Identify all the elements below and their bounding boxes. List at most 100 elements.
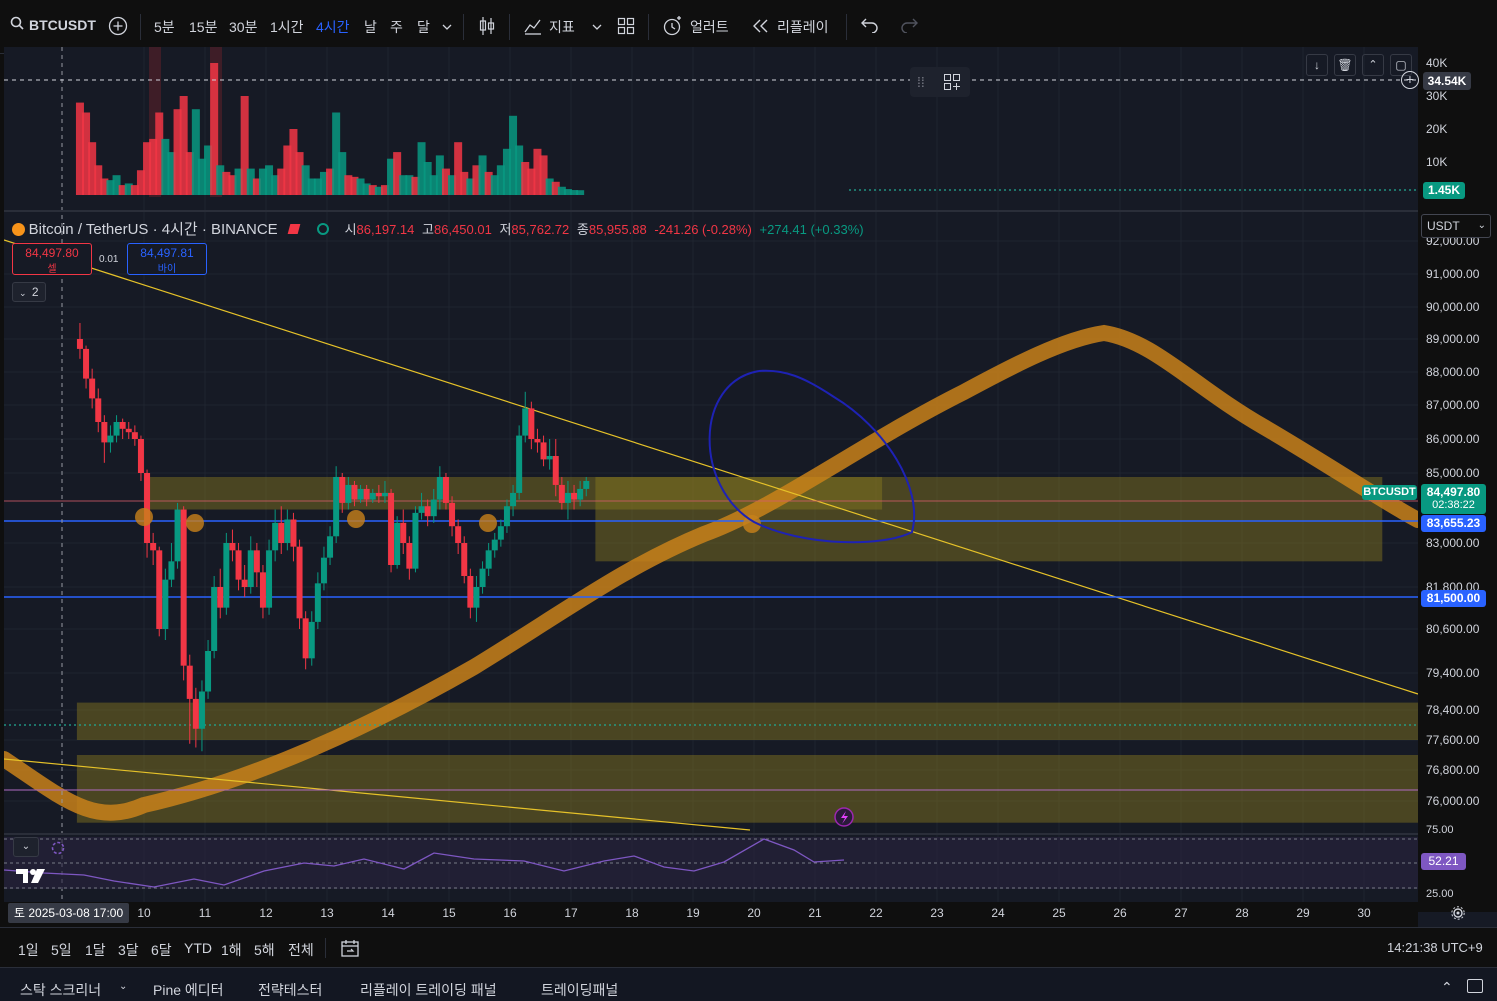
alert-button[interactable]: 얼러트 — [690, 19, 729, 35]
price-chart[interactable]: 92,000.0091,000.0090,000.0089,000.0088,0… — [4, 47, 1497, 927]
candle-body — [534, 439, 541, 443]
timeframe-dropdown-icon[interactable] — [442, 19, 452, 35]
volume-bar — [179, 96, 188, 195]
buy-button[interactable]: 84,497.81 바이 — [127, 243, 207, 275]
price-zone — [76, 755, 1425, 823]
horizontal-lines — [4, 520, 1418, 598]
volume-bar — [411, 176, 420, 195]
time-tick-label: 25 — [1052, 906, 1066, 920]
compare-add-icon[interactable] — [108, 16, 128, 39]
timeframe-1h[interactable]: 1시간 — [270, 19, 304, 35]
rsi-value-badge: 52.21 — [1421, 853, 1466, 870]
candle-body — [217, 587, 224, 608]
tab-trading-panel[interactable]: 트레이딩패널 — [541, 982, 619, 998]
volume-bar — [326, 168, 335, 195]
candle-body — [345, 484, 352, 503]
tab-replay-trading-panel[interactable]: 리플레이 트레이딩 패널 — [360, 982, 497, 998]
volume-bar — [265, 165, 274, 195]
candle-body — [89, 378, 96, 399]
drag-handle-icon[interactable]: ⁞⁞ — [917, 74, 925, 90]
range-ytd[interactable]: YTD — [184, 940, 212, 956]
timeframe-30m[interactable]: 30분 — [229, 19, 258, 35]
collapse-pane-icon[interactable]: ⌃ — [1362, 54, 1384, 76]
price-zone — [595, 476, 1383, 562]
sell-price: 84,497.80 — [25, 246, 79, 260]
timeframe-5m[interactable]: 5분 — [154, 19, 175, 35]
time-tick-label: 21 — [808, 906, 822, 920]
currency-selector[interactable]: USDT ⌄ — [1421, 214, 1491, 238]
candle-body — [211, 587, 218, 651]
candle-style-icon[interactable] — [478, 16, 496, 39]
tradingview-logo — [16, 867, 48, 890]
range-1m[interactable]: 1달 — [85, 942, 106, 958]
undo-icon[interactable] — [861, 17, 879, 36]
volume-bar — [197, 158, 206, 195]
timeframe-month[interactable]: 달 — [417, 19, 430, 35]
move-pane-down-icon[interactable]: ↓ — [1306, 54, 1328, 76]
indicators-dropdown-icon[interactable] — [592, 19, 602, 35]
bar-countdown: 02:38:22 — [1432, 499, 1475, 511]
volume-bar — [563, 189, 572, 195]
symbol-search-icon[interactable] — [10, 16, 24, 33]
volume-tick-label: 10K — [1426, 155, 1447, 169]
range-1d[interactable]: 1일 — [18, 942, 39, 958]
redo-icon[interactable] — [900, 17, 918, 36]
pane-controls: ↓ 🗑 ⌃ ▢ — [1306, 54, 1418, 76]
alert-clock-icon[interactable] — [662, 16, 682, 39]
volume-bar — [173, 109, 182, 195]
replay-button[interactable]: 리플레이 — [777, 19, 829, 35]
volume-bar — [521, 162, 530, 195]
collapse-indicators-button[interactable]: ⌄ 2 — [12, 282, 46, 302]
candle-body — [302, 618, 309, 659]
symbol-button[interactable]: BTCUSDT — [29, 17, 96, 33]
add-pane-icon[interactable] — [943, 73, 961, 91]
range-1y[interactable]: 1해 — [221, 942, 242, 958]
delete-pane-icon[interactable]: 🗑 — [1334, 54, 1356, 76]
range-5d[interactable]: 5일 — [51, 942, 72, 958]
tab-stock-screener[interactable]: 스탁 스크리너 — [20, 982, 102, 998]
timeframe-15m[interactable]: 15분 — [189, 19, 218, 35]
chevron-up-icon[interactable]: ⌃ — [1441, 979, 1453, 995]
chevron-down-icon[interactable]: ⌄ — [119, 981, 128, 992]
sell-button[interactable]: 84,497.80 셀 — [12, 243, 92, 275]
replay-rewind-icon[interactable] — [752, 18, 770, 37]
timeframe-week[interactable]: 주 — [390, 19, 403, 35]
candle-body — [510, 492, 517, 507]
range-all[interactable]: 전체 — [288, 942, 314, 958]
volume-bar — [252, 178, 261, 195]
time-tick-label: 10 — [137, 906, 151, 920]
layout-grid-icon[interactable] — [617, 17, 635, 38]
indicators-button[interactable]: 지표 — [549, 19, 575, 35]
volume-bar — [210, 63, 219, 195]
candle-body — [186, 665, 193, 699]
timeframe-day[interactable]: 날 — [364, 19, 377, 35]
indicators-icon[interactable] — [523, 16, 543, 39]
rsi-settings-icon[interactable] — [51, 841, 65, 855]
range-3m[interactable]: 3달 — [118, 942, 139, 958]
tab-pine-editor[interactable]: Pine 에디터 — [153, 982, 224, 998]
candle-body — [266, 550, 273, 608]
candle-body — [418, 506, 425, 513]
legend-title: Bitcoin / TetherUS · 4시간 · BINANCE — [28, 221, 278, 238]
volume-bar — [240, 96, 249, 195]
candle-body — [314, 583, 321, 622]
floating-toolbar[interactable]: ⁞⁞ — [910, 67, 970, 97]
range-6m[interactable]: 6달 — [151, 942, 172, 958]
volume-bar — [545, 178, 554, 195]
candle-body — [144, 473, 151, 543]
maximize-panel-icon[interactable] — [1467, 979, 1483, 993]
chart-settings-gear-icon[interactable] — [1451, 906, 1465, 920]
price-tick-label: 77,600.00 — [1426, 733, 1480, 747]
range-5y[interactable]: 5해 — [254, 942, 275, 958]
timeframe-4h[interactable]: 4시간 — [316, 19, 350, 35]
tab-strategy-tester[interactable]: 전략테스터 — [258, 982, 323, 998]
chart-area[interactable]: 92,000.00 91,000.00 90,000.00 89,000.00 88,0… — [4, 47, 1497, 927]
add-plus-icon[interactable]: + — [1401, 71, 1419, 89]
candle-body — [327, 536, 334, 558]
goto-date-icon[interactable] — [340, 938, 360, 958]
volume-bar — [136, 170, 145, 195]
chevron-down-icon: ⌄ — [19, 288, 27, 298]
rsi-collapse-button[interactable]: ⌄ — [13, 837, 39, 857]
flag-icon[interactable] — [287, 224, 301, 234]
clock-time[interactable]: 14:21:38 UTC+9 — [1387, 940, 1483, 955]
